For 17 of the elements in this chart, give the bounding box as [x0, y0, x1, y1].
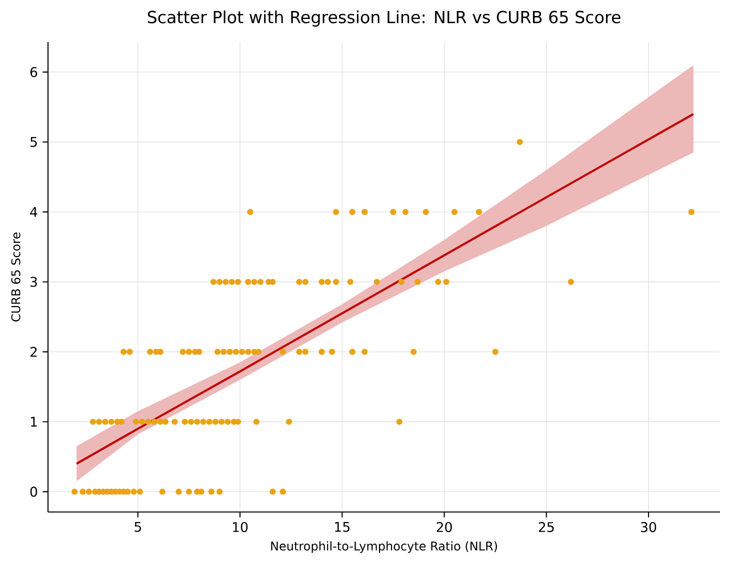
x-tick-label: 20 [436, 522, 452, 532]
y-tick-label: 6 [30, 67, 38, 78]
y-tick-label: 4 [30, 207, 38, 217]
x-tick-label: 30 [641, 522, 656, 532]
x-axis-title: Neutrophil-to-Lymphocyte Ratio (NLR) [271, 541, 498, 553]
line-series [76, 112, 695, 465]
y-tick-label: 2 [30, 346, 37, 357]
chart-title: Scatter Plot with Regression Line: NLR vs CURB 65 Score [148, 10, 620, 27]
x-tick-label: 25 [538, 522, 554, 532]
x-tick-label: 15 [335, 522, 350, 532]
y-tick-label: 1 [30, 416, 37, 427]
y-tick-label: 0 [30, 486, 38, 497]
y-tick-label: 5 [30, 137, 37, 147]
y-tick-label: 3 [30, 276, 37, 287]
y-axis-title: CURB 65 Score [11, 232, 20, 322]
x-tick-label: 10 [232, 522, 248, 532]
x-tick-label: 5 [134, 522, 141, 532]
